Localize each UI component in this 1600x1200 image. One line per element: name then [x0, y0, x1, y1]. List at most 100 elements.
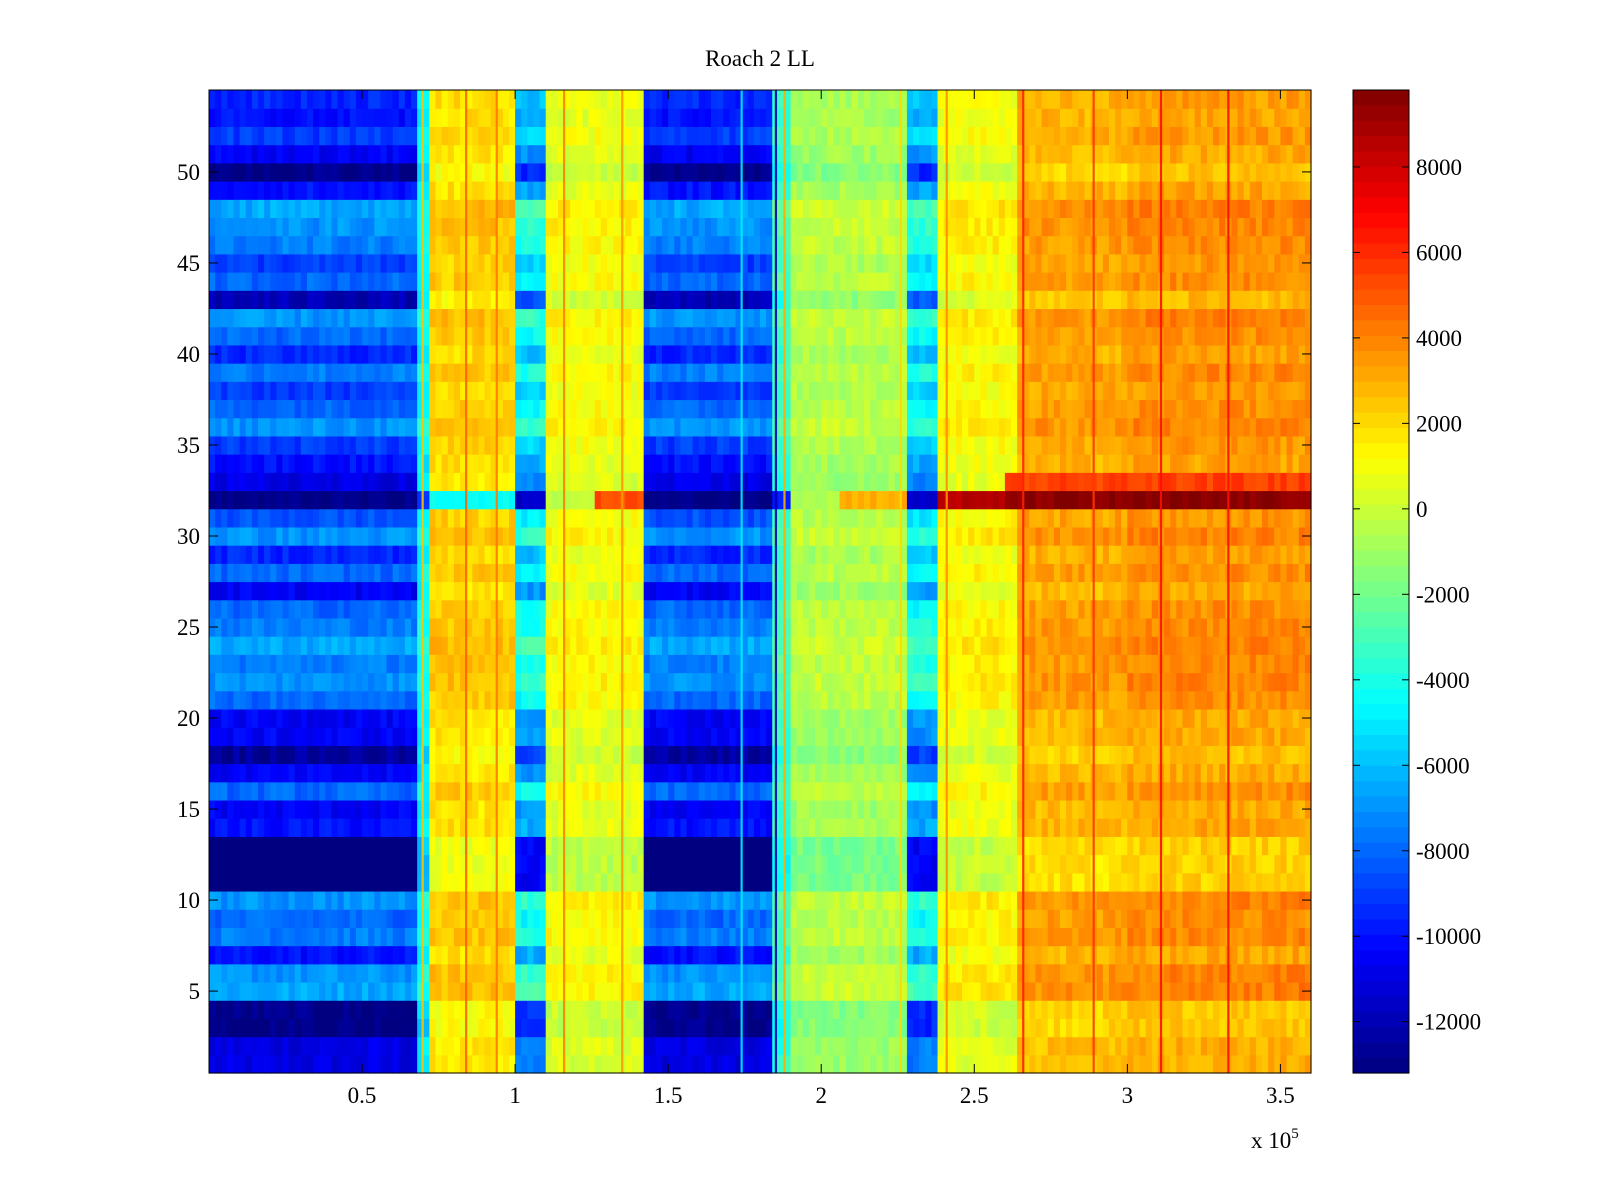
heatmap-cell — [453, 799, 461, 819]
heatmap-cell — [521, 654, 528, 674]
heatmap-cell — [1145, 763, 1153, 783]
heatmap-cell — [349, 745, 357, 765]
heatmap-cell — [931, 963, 939, 983]
heatmap-cell — [564, 854, 571, 874]
heatmap-cell — [857, 927, 865, 947]
heatmap-cell — [270, 872, 277, 892]
heatmap-cell — [674, 727, 682, 746]
heatmap-cell — [1219, 927, 1226, 947]
heatmap-cell — [870, 799, 877, 819]
heatmap-cell — [833, 1018, 841, 1038]
heatmap-cell — [729, 818, 737, 837]
heatmap-cell — [998, 799, 1006, 819]
heatmap-cell — [723, 781, 730, 801]
heatmap-cell — [735, 781, 743, 801]
heatmap-cell — [331, 1000, 339, 1019]
heatmap-cell — [545, 745, 553, 765]
heatmap-cell — [594, 581, 602, 601]
heatmap-cell — [625, 690, 633, 710]
heatmap-cell — [557, 818, 565, 837]
heatmap-cell — [539, 1018, 547, 1038]
heatmap-cell — [533, 617, 541, 637]
heatmap-cell — [1121, 636, 1128, 655]
heatmap-cell — [1115, 854, 1122, 874]
heatmap-cell — [821, 836, 828, 856]
heatmap-cell — [1145, 690, 1153, 710]
heatmap-cell — [870, 963, 877, 983]
heatmap-cell — [1255, 745, 1263, 765]
heatmap-cell — [508, 763, 516, 783]
heatmap-cell — [704, 654, 712, 674]
heatmap-cell — [1035, 872, 1043, 892]
heatmap-cell — [533, 708, 541, 728]
heatmap-cell — [276, 1054, 284, 1074]
heatmap-cell — [662, 1000, 669, 1019]
heatmap-cell — [808, 708, 816, 728]
heatmap-cell — [496, 981, 504, 1001]
heatmap-cell — [300, 654, 308, 674]
heatmap-cell — [790, 799, 798, 819]
heatmap-cell — [594, 672, 602, 692]
heatmap-cell — [711, 563, 718, 583]
heatmap-cell — [1206, 727, 1214, 746]
heatmap-cell — [1004, 617, 1012, 637]
heatmap-cell — [478, 708, 486, 728]
heatmap-cell — [1151, 854, 1159, 874]
heatmap-cell — [551, 836, 559, 856]
heatmap-cell — [557, 1054, 565, 1074]
heatmap-cell — [894, 981, 902, 1001]
heatmap-cell — [270, 781, 277, 801]
heatmap-cell — [288, 563, 296, 583]
heatmap-cell — [986, 799, 994, 819]
heatmap-cell — [453, 854, 461, 874]
heatmap-cell — [1066, 927, 1073, 947]
heatmap-cell — [557, 581, 565, 601]
heatmap-cell — [1121, 1054, 1128, 1074]
heatmap-cell — [227, 1000, 235, 1019]
heatmap-cell — [447, 909, 455, 928]
heatmap-cell — [239, 727, 247, 746]
heatmap-cell — [1194, 927, 1202, 947]
heatmap-cell — [906, 890, 914, 910]
heatmap-cell — [955, 836, 963, 856]
heatmap-cell — [423, 890, 430, 910]
heatmap-cell — [1047, 763, 1055, 783]
heatmap-cell — [239, 617, 247, 637]
heatmap-cell — [227, 672, 235, 692]
heatmap-cell — [545, 617, 553, 637]
heatmap-cell — [1170, 872, 1177, 892]
heatmap-cell — [539, 690, 547, 710]
heatmap-cell — [747, 654, 755, 674]
heatmap-cell — [1304, 818, 1312, 837]
heatmap-cell — [698, 818, 706, 837]
heatmap-cell — [337, 890, 345, 910]
heatmap-cell — [1213, 963, 1220, 983]
heatmap-cell — [233, 1036, 241, 1056]
heatmap-cell — [257, 781, 265, 801]
heatmap-cell — [931, 945, 939, 965]
heatmap-cell — [423, 599, 430, 619]
heatmap-cell — [245, 818, 253, 837]
heatmap-cell — [343, 836, 351, 856]
heatmap-cell — [460, 909, 467, 928]
heatmap-cell — [374, 963, 382, 983]
heatmap-cell — [1023, 581, 1030, 601]
heatmap-cell — [1194, 781, 1202, 801]
heatmap-cell — [496, 672, 504, 692]
heatmap-cell — [533, 1054, 541, 1074]
heatmap-cell — [423, 1036, 430, 1056]
heatmap-cell — [1145, 727, 1153, 746]
heatmap-cell — [711, 617, 718, 637]
heatmap-cell — [1078, 763, 1086, 783]
heatmap-cell — [741, 945, 749, 965]
heatmap-cell — [686, 599, 694, 619]
heatmap-cell — [1047, 890, 1055, 910]
heatmap-cell — [227, 781, 235, 801]
heatmap-cell — [949, 945, 957, 965]
heatmap-cell — [325, 563, 333, 583]
heatmap-cell — [374, 1000, 382, 1019]
heatmap-cell — [1188, 599, 1196, 619]
heatmap-cell — [484, 745, 492, 765]
heatmap-cell — [423, 1054, 430, 1074]
heatmap-cell — [490, 727, 498, 746]
